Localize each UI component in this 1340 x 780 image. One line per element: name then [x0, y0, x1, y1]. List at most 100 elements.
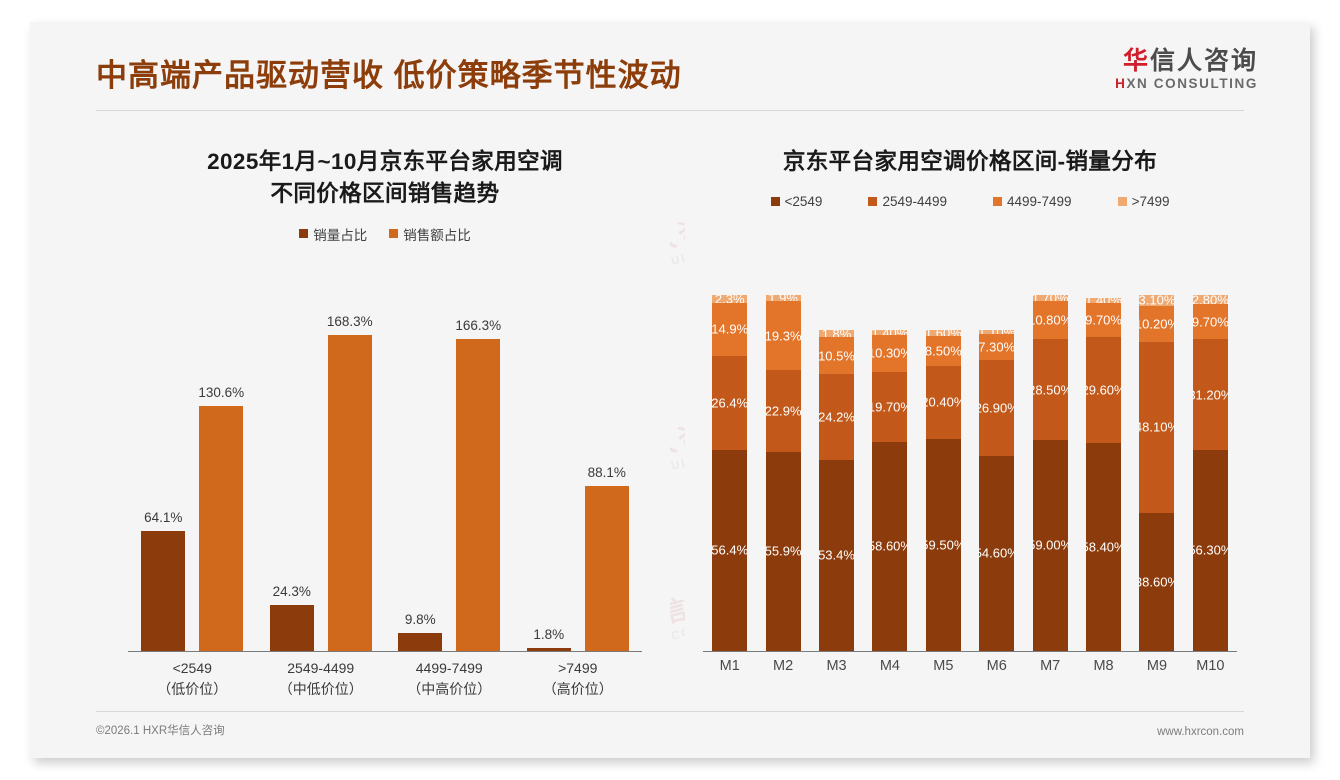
stack-segment[interactable]: 1.10%	[979, 330, 1015, 335]
bar-rect[interactable]	[141, 530, 186, 651]
bar-column[interactable]: 24.3%	[269, 289, 314, 651]
bar-column[interactable]: 88.1%	[584, 289, 629, 651]
stack-column: 1.40% 9.70% 29.60% 58.40%	[1077, 295, 1130, 651]
stack-segment[interactable]: 2.3%	[712, 294, 748, 303]
stack-segment[interactable]: 26.90%	[979, 360, 1015, 457]
bar-column[interactable]: 130.6%	[198, 289, 244, 651]
stacked-bar[interactable]: 1.9% 19.3% 22.9% 55.9%	[765, 294, 801, 651]
bar-column[interactable]: 1.8%	[526, 289, 571, 651]
stack-column: 1.70% 10.80% 28.50% 59.00%	[1023, 294, 1076, 651]
stack-segment[interactable]: 24.2%	[819, 374, 855, 461]
stack-segment[interactable]: 53.4%	[819, 460, 855, 651]
legend-swatch-icon	[389, 229, 399, 239]
stack-segment-label: 56.4%	[712, 542, 748, 558]
stack-column: 1.10% 7.30% 26.90% 54.60%	[970, 295, 1023, 651]
stacked-bar[interactable]: 1.8% 10.5% 24.2% 53.4%	[819, 295, 855, 651]
x-axis-label: >7499 （高价位）	[514, 658, 643, 700]
bar-rect[interactable]	[398, 632, 443, 651]
legend-item-0[interactable]: 销量占比	[299, 224, 367, 244]
stack-segment[interactable]: 59.00%	[1032, 440, 1068, 651]
slide-header: 中高端产品驱动营收 低价策略季节性波动 华信人咨询 HXN CONSULTING	[30, 22, 1310, 111]
stack-segment[interactable]: 48.10%	[1139, 341, 1175, 514]
stack-segment[interactable]: 1.40%	[1086, 297, 1122, 303]
stack-segment[interactable]: 1.70%	[1032, 294, 1068, 301]
x-axis-label-tier: （中高价位）	[407, 681, 492, 697]
stack-segment[interactable]: 9.70%	[1086, 302, 1122, 338]
logo-english-text: HXN CONSULTING	[1115, 76, 1258, 91]
stack-segment[interactable]: 10.20%	[1139, 305, 1175, 342]
stack-segment[interactable]: 1.40%	[872, 330, 908, 336]
stack-segment[interactable]: 26.4%	[712, 355, 748, 450]
stacked-bar[interactable]: 1.40% 10.30% 19.70% 58.60%	[872, 295, 908, 651]
stack-segment[interactable]: 2.80%	[1192, 294, 1228, 305]
left-chart-panel: 2025年1月~10月京东平台家用空调 不同价格区间销售趋势 销量占比 销售额占比…	[100, 134, 670, 712]
stack-segment[interactable]: 3.10%	[1139, 294, 1175, 306]
x-axis-label-month: M10	[1196, 658, 1225, 674]
x-axis-label-range: 4499-7499	[415, 660, 483, 676]
bar-column[interactable]: 168.3%	[327, 289, 373, 651]
stacked-bar[interactable]: 1.70% 10.80% 28.50% 59.00%	[1032, 294, 1068, 651]
stack-segment[interactable]: 1.8%	[819, 330, 855, 337]
stack-segment[interactable]: 38.60%	[1139, 513, 1175, 651]
stack-segment[interactable]: 19.3%	[765, 301, 801, 370]
stack-segment[interactable]: 22.9%	[765, 369, 801, 452]
stack-segment-label: 2.80%	[1192, 294, 1228, 305]
stack-segment[interactable]: 58.40%	[1086, 442, 1122, 651]
stack-segment[interactable]: 55.9%	[765, 451, 801, 651]
stack-segment-label: 59.50%	[926, 537, 961, 553]
bar-rect[interactable]	[199, 405, 244, 651]
bar-rect[interactable]	[584, 485, 629, 651]
stack-segment[interactable]: 8.50%	[925, 335, 961, 367]
stack-segment[interactable]: 20.40%	[925, 366, 961, 439]
stack-segment-label: 59.00%	[1033, 537, 1068, 553]
stack-segment[interactable]: 28.50%	[1032, 339, 1068, 441]
stack-segment[interactable]: 1.9%	[765, 294, 801, 302]
right-chart-title-text: 京东平台家用空调价格区间-销量分布	[782, 149, 1158, 174]
legend-item-0[interactable]: <2549	[770, 194, 822, 209]
stack-segment[interactable]: 10.5%	[819, 336, 855, 375]
x-axis-label: 4499-7499 （中高价位）	[385, 658, 514, 700]
bar-rect[interactable]	[456, 338, 501, 651]
bar-column[interactable]: 64.1%	[141, 289, 186, 651]
x-axis-label-range: 2549-4499	[287, 660, 355, 676]
stacked-bar[interactable]: 1.60% 8.50% 20.40% 59.50%	[925, 295, 961, 651]
stack-segment[interactable]: 1.60%	[925, 330, 961, 336]
legend-item-1[interactable]: 2549-4499	[868, 194, 947, 209]
stack-segment[interactable]: 9.70%	[1192, 304, 1228, 340]
page-title: 中高端产品驱动营收 低价策略季节性波动	[96, 58, 682, 93]
stacked-bar[interactable]: 2.80% 9.70% 31.20% 56.30%	[1192, 294, 1228, 651]
right-stacked-bars: 2.3%14.9%26.4%56.4%1.9%19.3%22.9%55.9%1.…	[703, 294, 1237, 651]
stack-segment[interactable]: 29.60%	[1086, 337, 1122, 443]
stack-segment-label: 48.10%	[1139, 419, 1174, 435]
legend-item-1[interactable]: 销售额占比	[389, 224, 471, 244]
legend-label: 销售额占比	[403, 227, 471, 243]
bar-rect[interactable]	[327, 334, 372, 651]
stack-segment[interactable]: 59.50%	[925, 438, 961, 651]
stack-segment[interactable]: 58.60%	[872, 441, 908, 651]
bar-rect[interactable]	[269, 604, 314, 651]
legend-swatch-icon	[868, 196, 878, 206]
legend-item-2[interactable]: 4499-7499	[993, 194, 1072, 209]
left-chart-title-line2: 不同价格区间销售趋势	[270, 180, 500, 206]
stacked-bar[interactable]: 1.10% 7.30% 26.90% 54.60%	[979, 295, 1015, 651]
bar-column[interactable]: 166.3%	[455, 289, 501, 651]
stacked-bar[interactable]: 2.3% 14.9% 26.4% 56.4%	[712, 294, 748, 651]
legend-label: 4499-7499	[1007, 193, 1072, 209]
stacked-bar[interactable]: 3.10% 10.20% 48.10% 38.60%	[1139, 294, 1175, 651]
stack-segment[interactable]: 56.30%	[1192, 450, 1228, 651]
stack-column: 1.9% 19.3% 22.9% 55.9%	[756, 294, 809, 651]
stack-segment[interactable]: 14.9%	[712, 302, 748, 356]
stack-segment[interactable]: 56.4%	[712, 449, 748, 651]
stack-segment[interactable]: 10.30%	[872, 335, 908, 372]
bar-column[interactable]: 9.8%	[398, 289, 443, 651]
bar-rect[interactable]	[526, 647, 571, 651]
stack-segment[interactable]: 7.30%	[979, 334, 1015, 361]
stack-segment[interactable]: 10.80%	[1032, 300, 1068, 340]
stack-segment[interactable]: 19.70%	[872, 371, 908, 442]
stack-column: 1.60% 8.50% 20.40% 59.50%	[917, 295, 970, 651]
stack-segment[interactable]: 54.60%	[979, 456, 1015, 651]
stack-segment-label: 2.3%	[714, 294, 745, 303]
stacked-bar[interactable]: 1.40% 9.70% 29.60% 58.40%	[1086, 295, 1122, 651]
stack-segment[interactable]: 31.20%	[1192, 339, 1228, 451]
legend-item-3[interactable]: >7499	[1117, 194, 1169, 209]
